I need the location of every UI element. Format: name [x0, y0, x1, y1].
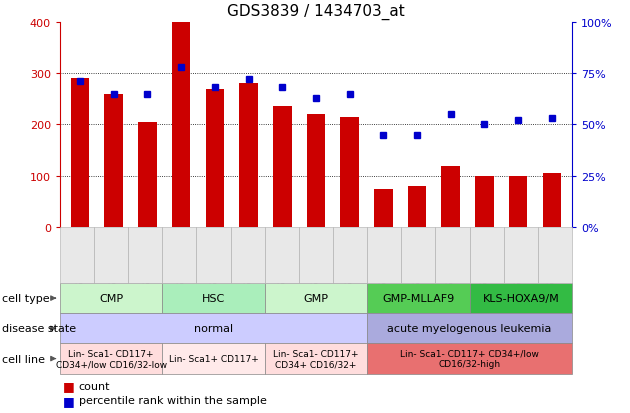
Bar: [239, 84, 258, 228]
Text: cell line: cell line: [2, 354, 45, 364]
Text: normal: normal: [194, 323, 233, 334]
Text: Lin- Sca1- CD117+
CD34+/low CD16/32-low: Lin- Sca1- CD117+ CD34+/low CD16/32-low: [55, 349, 166, 368]
Text: disease state: disease state: [2, 323, 76, 334]
Text: CMP: CMP: [99, 293, 123, 304]
Bar: [408, 187, 427, 228]
Bar: [442, 166, 460, 228]
Text: GMP-MLLAF9: GMP-MLLAF9: [382, 293, 454, 304]
Text: HSC: HSC: [202, 293, 225, 304]
Bar: [205, 89, 224, 228]
Bar: [374, 189, 392, 228]
Text: ■: ■: [63, 394, 75, 406]
Text: percentile rank within the sample: percentile rank within the sample: [79, 395, 266, 405]
Text: Lin- Sca1- CD117+ CD34+/low
CD16/32-high: Lin- Sca1- CD117+ CD34+/low CD16/32-high: [400, 349, 539, 368]
Text: KLS-HOXA9/M: KLS-HOXA9/M: [483, 293, 559, 304]
Text: ■: ■: [63, 380, 75, 392]
Text: cell type: cell type: [2, 293, 50, 304]
Bar: [71, 79, 89, 228]
Bar: [542, 174, 561, 228]
Bar: [273, 107, 292, 228]
Bar: [105, 95, 123, 228]
Bar: [509, 176, 527, 228]
Bar: [172, 23, 190, 228]
Text: count: count: [79, 381, 110, 391]
Text: GMP: GMP: [304, 293, 328, 304]
Text: Lin- Sca1+ CD117+: Lin- Sca1+ CD117+: [169, 354, 258, 363]
Bar: [475, 176, 494, 228]
Text: acute myelogenous leukemia: acute myelogenous leukemia: [387, 323, 552, 334]
Title: GDS3839 / 1434703_at: GDS3839 / 1434703_at: [227, 4, 405, 20]
Bar: [307, 115, 325, 228]
Text: Lin- Sca1- CD117+
CD34+ CD16/32+: Lin- Sca1- CD117+ CD34+ CD16/32+: [273, 349, 358, 368]
Bar: [340, 117, 359, 228]
Bar: [138, 123, 157, 228]
